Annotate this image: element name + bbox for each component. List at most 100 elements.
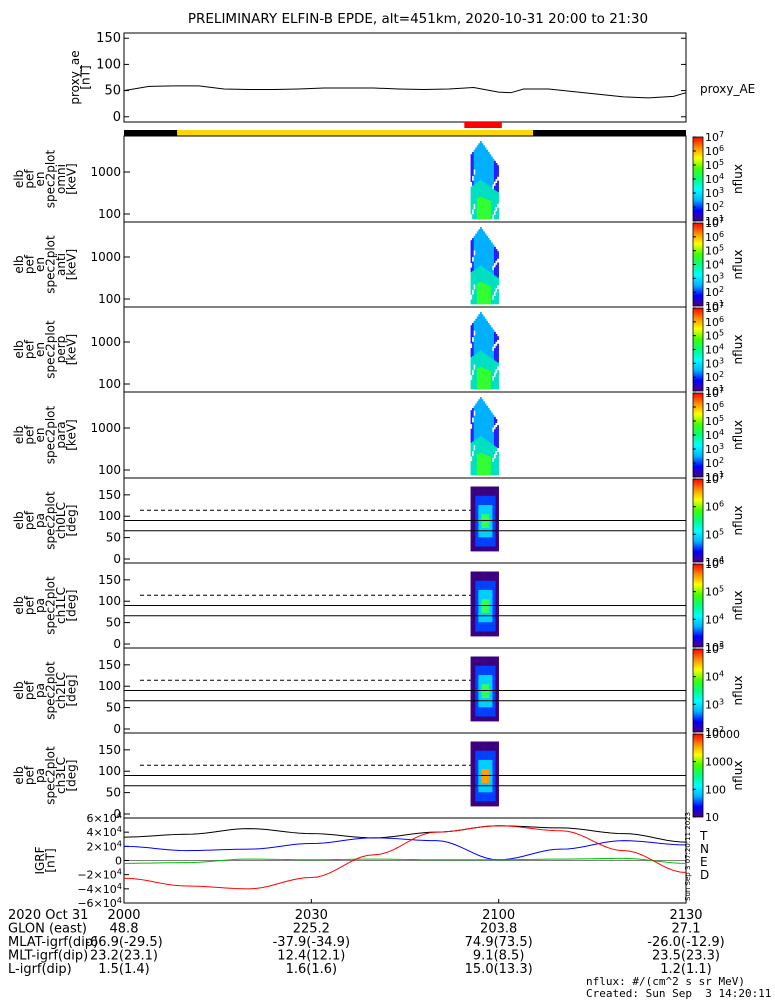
heatmap-cell xyxy=(493,773,496,779)
heatmap-cell xyxy=(489,357,492,362)
heatmap-cell xyxy=(484,670,487,676)
heatmap-cell xyxy=(483,197,485,204)
heatmap-cell xyxy=(487,242,490,248)
heatmap-cell xyxy=(489,325,492,331)
heatmap-cell xyxy=(484,537,487,543)
heatmap-cell xyxy=(475,792,478,798)
heatmap-cell xyxy=(487,707,490,713)
heatmap-cell xyxy=(479,146,482,153)
heatmap-cell xyxy=(470,741,473,747)
heatmap-cell xyxy=(472,323,474,329)
heatmap-cell xyxy=(478,415,481,422)
heatmap-cell xyxy=(481,340,484,347)
elb_pef_en_spec2plot_omni-cbtick-label: 104 xyxy=(705,172,724,186)
heatmap-cell xyxy=(489,334,492,340)
igrf-ylabel-1: [nT] xyxy=(43,848,57,872)
heatmap-cell xyxy=(472,688,474,694)
heatmap-cell xyxy=(483,626,485,632)
heatmap-cell xyxy=(483,176,485,183)
heatmap-cell xyxy=(473,523,476,529)
elb_pef_pa_spec2plot_ch3LC-cbtick-label: 100 xyxy=(705,783,726,796)
heatmap-cell xyxy=(475,343,478,350)
heatmap-cell xyxy=(490,622,493,628)
heatmap-cell xyxy=(492,716,495,722)
heatmap-cell xyxy=(473,410,476,416)
heatmap-cell xyxy=(486,504,489,510)
heatmap-cell xyxy=(492,184,495,190)
heatmap-cell xyxy=(478,608,481,614)
heatmap-cell xyxy=(495,509,498,515)
heatmap-cell xyxy=(470,491,473,497)
heatmap-cell xyxy=(489,585,492,591)
heatmap-cell xyxy=(493,778,496,784)
heatmap-cell xyxy=(478,154,481,160)
heatmap-cell xyxy=(473,631,476,637)
heatmap-cell xyxy=(476,236,479,243)
heatmap-cell xyxy=(478,197,481,204)
heatmap-cell xyxy=(476,599,479,605)
heatmap-cell xyxy=(473,755,476,761)
heatmap-cell xyxy=(478,684,481,690)
elb_pef_en_spec2plot_omni-cbtick-label: 106 xyxy=(705,144,724,158)
heatmap-cell xyxy=(473,279,476,285)
heatmap-cell xyxy=(484,541,487,547)
heatmap-cell xyxy=(490,331,493,337)
heatmap-cell xyxy=(489,796,492,802)
heatmap-cell xyxy=(492,436,495,441)
heatmap-cell xyxy=(484,764,487,770)
heatmap-cell xyxy=(483,523,485,529)
elb_pef_pa_spec2plot_ch2LC-zlabel: nflux xyxy=(731,676,745,706)
heatmap-cell xyxy=(472,209,474,215)
heatmap-cell xyxy=(472,460,474,466)
elb_pef_pa_spec2plot_ch2LC-cbtick-label: 105 xyxy=(705,642,724,656)
heatmap-cell xyxy=(473,374,476,380)
heatmap-cell xyxy=(495,684,498,690)
heatmap-cell xyxy=(497,176,499,181)
heatmap-cell xyxy=(493,711,496,717)
heatmap-cell xyxy=(489,272,492,277)
heatmap-cell xyxy=(486,330,489,336)
elb_pef_en_spec2plot_para-cbtick-label: 102 xyxy=(705,456,724,470)
heatmap-cell xyxy=(490,764,493,770)
heatmap-cell xyxy=(484,580,487,586)
heatmap-cell xyxy=(478,514,481,520)
igrf-line-D xyxy=(123,825,687,890)
heatmap-cell xyxy=(481,239,484,246)
heatmap-cell xyxy=(489,181,492,187)
elb_pef_pa_spec2plot_ch1LC-ylabel-1: pef xyxy=(22,595,36,615)
heatmap-cell xyxy=(486,460,489,466)
igrf-ytick-label: −4×104 xyxy=(77,881,122,896)
heatmap-cell xyxy=(493,509,496,515)
heatmap-cell xyxy=(473,495,476,501)
heatmap-cell xyxy=(492,656,495,662)
heatmap-cell xyxy=(497,343,499,348)
heatmap-cell xyxy=(483,792,485,798)
heatmap-cell xyxy=(493,674,496,680)
heatmap-cell xyxy=(479,702,482,708)
heatmap-cell xyxy=(470,495,473,501)
heatmap-cell xyxy=(492,796,495,802)
heatmap-cell xyxy=(479,202,482,209)
heatmap-cell xyxy=(481,674,484,680)
heatmap-cell xyxy=(484,594,487,600)
elb_pef_pa_spec2plot_ch1LC-ylabel-3: spec2plot xyxy=(43,576,57,635)
heatmap-cell xyxy=(487,773,490,779)
heatmap-cell xyxy=(478,801,481,807)
heatmap-cell xyxy=(475,403,478,409)
heatmap-cell xyxy=(476,231,479,237)
heatmap-cell xyxy=(478,661,481,667)
heatmap-cell xyxy=(493,295,496,301)
heatmap-cell xyxy=(490,425,493,431)
heatmap-cell xyxy=(470,451,473,457)
heatmap-cell xyxy=(495,361,498,366)
heatmap-cell xyxy=(476,326,479,333)
heatmap-cell xyxy=(470,357,473,362)
heatmap-cell xyxy=(492,514,495,520)
heatmap-cell xyxy=(476,368,479,374)
heatmap-cell xyxy=(495,443,498,448)
elb_pef_pa_spec2plot_ch0LC-spectrogram xyxy=(470,486,499,552)
heatmap-cell xyxy=(479,141,482,147)
heatmap-cell xyxy=(470,209,473,215)
heatmap-cell xyxy=(484,495,487,501)
heatmap-cell xyxy=(473,345,476,351)
